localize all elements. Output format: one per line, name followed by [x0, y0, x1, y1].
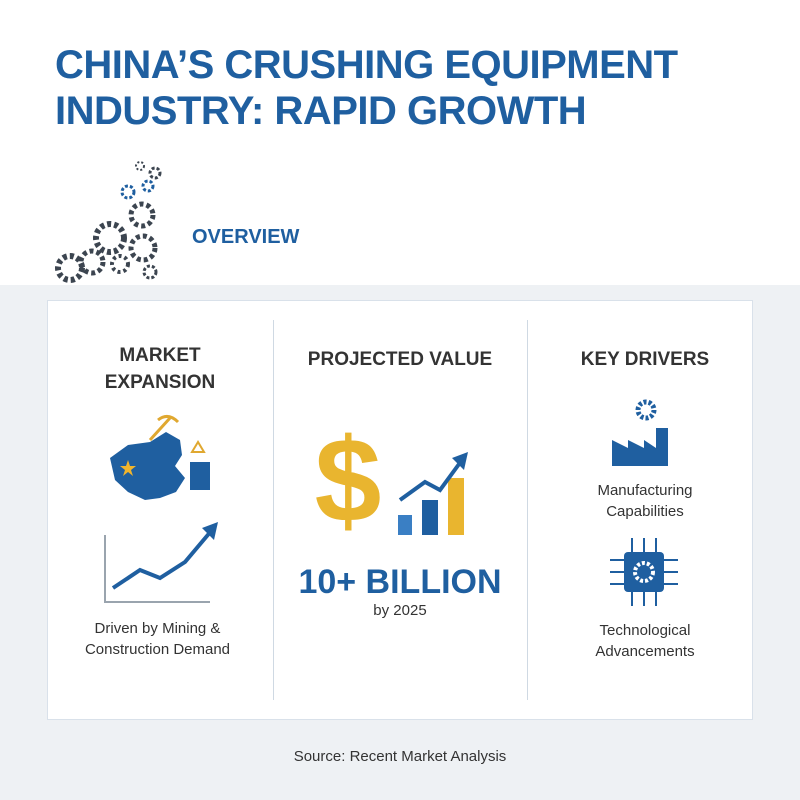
value-note: by 2025: [373, 602, 427, 619]
building: [190, 462, 210, 490]
axis-icon: [104, 535, 210, 603]
column-heading: MARKET EXPANSION: [104, 345, 216, 393]
card: [47, 300, 753, 720]
column-heading: PROJECTED VALUE: [307, 349, 493, 370]
divider: [527, 320, 528, 700]
gear-icon: [633, 561, 655, 583]
gears: [55, 161, 162, 283]
star: [120, 460, 136, 476]
chip-icon: [624, 552, 664, 592]
section-label: OVERVIEW: [192, 226, 300, 248]
bar-icon: [422, 500, 438, 535]
pickaxe: [148, 416, 172, 442]
trend-icon: [111, 528, 214, 590]
driver-label: Technological Advancements: [595, 622, 695, 660]
pickaxe: [157, 415, 180, 424]
title: CHINA’S CRUSHING EQUIPMENT INDUSTRY: RAP…: [55, 43, 678, 133]
arrow-head: [452, 452, 468, 470]
column-heading: KEY DRIVERS: [580, 349, 710, 370]
column-caption: Driven by Mining & Construction Demand: [84, 620, 231, 658]
bar-icon: [398, 515, 412, 535]
arrow-head: [202, 522, 218, 540]
source-note: Source: Recent Market Analysis: [293, 748, 507, 765]
factory-icon: [612, 428, 668, 466]
gear-icon: [635, 399, 657, 421]
driver-label: Manufacturing Capabilities: [597, 482, 693, 520]
projected-value: 10+ BILLION: [298, 563, 502, 601]
trend-icon: [398, 458, 464, 502]
divider: [273, 320, 274, 700]
china-map: [110, 432, 185, 500]
dollar-icon: $: [315, 414, 382, 548]
bar-icon: [448, 478, 464, 535]
header-band: [0, 0, 800, 285]
warning-icon: [190, 440, 206, 453]
chip-pins: [610, 538, 678, 606]
